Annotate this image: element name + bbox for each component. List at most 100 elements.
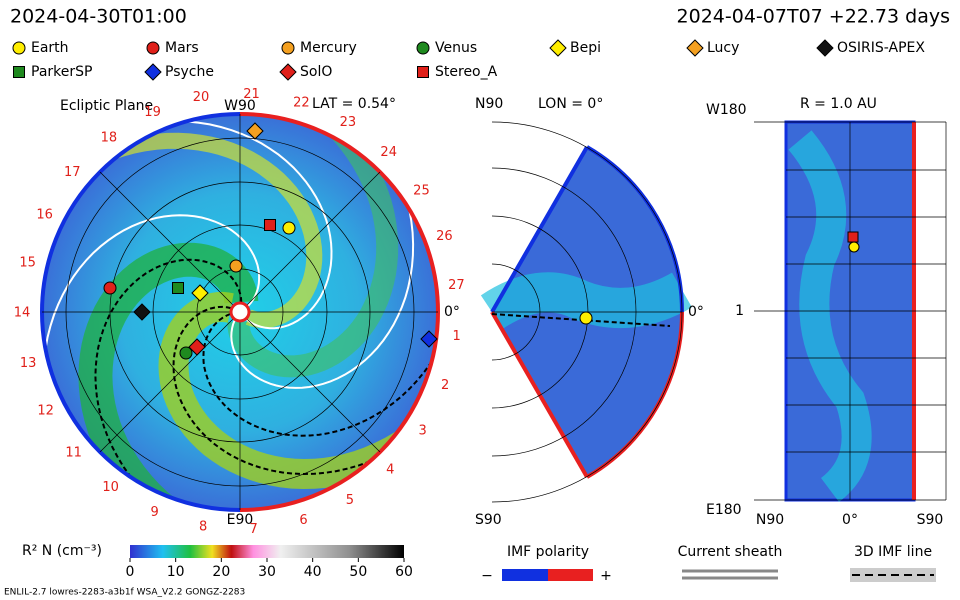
lat: LAT = 0.54° [312,96,396,112]
legend-label: Mercury [300,40,357,56]
axis-label: N90 [756,512,784,528]
map-grid [754,121,947,501]
run: 2024-04-07T07 +22.73 days [677,6,950,28]
carrington-label: 16 [36,208,53,223]
axis-label: 0° [842,512,858,528]
radius: R = 1.0 AU [800,96,877,112]
body-marker [133,303,151,321]
legend-marker [549,39,567,57]
earth-marker [848,241,860,253]
legend-marker [13,66,25,78]
carrington-label: 4 [386,462,394,477]
carrington-label: 17 [64,165,81,180]
legend-marker [816,39,834,57]
axis-label: N90 [475,96,503,112]
map-panel [754,120,947,502]
carrington-label: 2 [441,378,449,393]
carrington-label: 11 [65,445,82,460]
key-title: IMF polarity [507,544,589,560]
legend-marker [686,39,704,57]
colorbar-tick-label: 10 [167,564,185,580]
carrington-label: 19 [144,105,161,120]
carrington-label: 27 [448,278,465,293]
carrington-label: 20 [193,90,210,105]
body-marker [420,330,438,348]
stream [480,272,692,329]
carrington-label: 8 [199,519,207,534]
legend-marker [146,41,160,55]
key-title: 3D IMF line [854,544,932,560]
footer: ENLIL-2.7 lowres-2283-a3b1f WSA_V2.2 GON… [4,588,245,598]
carrington-label: 14 [14,306,31,321]
carrington-label: 25 [413,184,430,199]
axis-label: 0° [688,304,704,320]
carrington-label: 26 [436,229,453,244]
carrington-label: 15 [19,255,36,270]
carrington-label: 5 [346,493,354,508]
carrington-label: 23 [340,115,357,130]
legend-label: Bepi [570,40,601,56]
carrington-label: 7 [250,522,258,537]
colorbar-tick-label: 20 [212,564,230,580]
grid-arcs [491,121,683,503]
earth-marker [579,311,593,325]
carrington-label: 18 [101,130,118,145]
carrington-label: 24 [380,145,397,160]
legend-marker [417,66,429,78]
legend-marker [416,41,430,55]
body-marker [191,284,209,302]
spiral [94,258,243,510]
body-marker [282,221,296,235]
legend-marker [12,41,26,55]
body-marker [188,338,206,356]
spiral [42,214,261,412]
axis-label: E90 [227,512,254,528]
time: 2024-04-30T01:00 [10,6,187,28]
spiral-structures [42,114,438,510]
carrington-label: 6 [299,513,307,528]
colorbar-tick-label: 30 [258,564,276,580]
stereo-marker [847,231,859,243]
legend-label: Earth [31,40,69,56]
legend-label: Lucy [707,40,739,56]
body-marker [264,219,276,231]
spiral [70,132,323,329]
axis-label: E180 [706,502,742,518]
body-marker [246,122,264,140]
legend-marker [279,63,297,81]
legend-label: Psyche [165,64,214,80]
carrington-label: 12 [37,403,54,418]
legend-marker [144,63,162,81]
body-marker [229,259,243,273]
colorbar-tick-label: 60 [395,564,413,580]
carrington-label: 9 [150,505,158,520]
colorbar-tick-label: 40 [304,564,322,580]
spiral [227,114,399,378]
legend-label: SolO [300,64,332,80]
body-marker [103,281,117,295]
axis-label: W90 [224,98,256,114]
ecliptic-panel [40,112,440,512]
colorbar [130,545,404,558]
stream [788,130,872,502]
carrington-label: 21 [243,87,260,102]
colorbar-tick-label: 0 [126,564,135,580]
edge [490,311,589,478]
legend-label: ParkerSP [31,64,92,80]
legend-marker [281,41,295,55]
sun [229,301,251,323]
carrington-label: 13 [20,356,37,371]
axis-label: 1 [735,303,744,319]
colorbar-tick-label: 50 [349,564,367,580]
axis-label: S90 [475,512,502,528]
spiral [202,304,438,437]
carrington-label: 10 [102,480,119,495]
polarity-plus [548,569,593,581]
key-title: Current sheath [678,544,783,560]
panel-title: Ecliptic Plane [60,98,153,114]
carrington-label: 22 [293,95,310,110]
spiral [230,150,415,389]
key-label: − [481,568,493,584]
axis-label: W180 [706,102,747,118]
